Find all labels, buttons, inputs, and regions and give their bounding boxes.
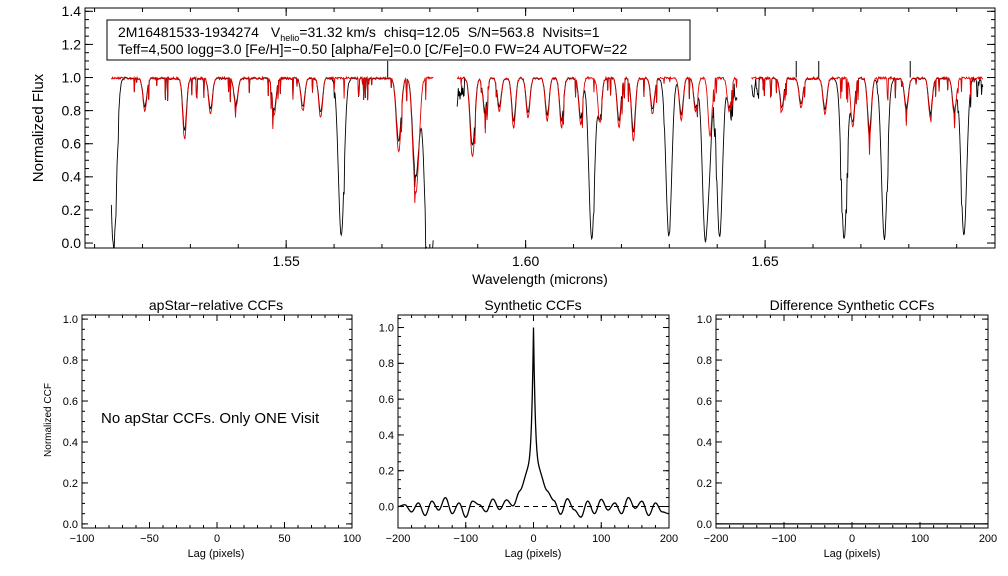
synthetic-spectrum-segment [110,75,434,204]
y-tick-label: 1.4 [62,3,82,19]
x-tick-label: −100 [70,533,95,545]
x-tick-label: 1.60 [512,253,539,269]
y-tick-label: 0.4 [697,437,712,449]
x-tick-label: 200 [660,533,678,545]
apstar-ccf-title: apStar−relative CCFs [149,297,283,313]
x-tick-label: −50 [140,533,159,545]
y-tick-label: 0.6 [697,396,712,408]
y-tick-label: 0.4 [62,169,82,185]
y-tick-label: 0.2 [62,202,82,218]
synthetic-ccf-panel: Synthetic CCFs −200 −100 0 100 200 0.0 0.2 0.4 0… [379,297,678,560]
spectrum-ticks: 1.55 1.60 1.65 0.0 0.2 0.4 0.6 0.8 1.0 1.2 1.4 [62,3,995,269]
synthetic-spectrum-segment [456,75,738,158]
synthetic-ccf-plot [397,327,670,518]
y-tick-label: 0.8 [697,355,712,367]
y-tick-label: 0.0 [697,519,712,531]
synthetic-ccf-xlabel: Lag (pixels) [505,548,562,560]
difference-ccf-xlabel: Lag (pixels) [824,548,881,560]
apstar-ccf-panel: apStar−relative CCFs −100 −50 0 50 100 0.0 0.2… [43,297,361,560]
spectrum-ylabel: Normalized Flux [30,73,47,182]
difference-ccf-title: Difference Synthetic CCFs [770,297,935,313]
vhelio-value: =31.32 km/s [299,24,376,40]
y-tick-label: 1.0 [697,314,712,326]
x-tick-label: −200 [386,533,411,545]
vhelio-prefix: V [271,24,281,40]
info-line-1: 2M16481533-1934274 Vhelio=31.32 km/s chisq… [118,24,600,43]
apstar-ccf-annotation: No apStar CCFs. Only ONE Visit [101,410,320,427]
spectrum-panel: 1.55 1.60 1.65 0.0 0.2 0.4 0.6 0.8 1.0 1.2 1.4 2M1… [30,3,996,287]
y-tick-label: 0.0 [62,235,82,251]
snr-value: S/N=563.8 [468,24,535,40]
synthetic-ccf-ticks: −200 −100 0 100 200 0.0 0.2 0.4 0.6 0.8 1.0 [379,315,678,545]
y-tick-label: 1.0 [379,322,394,334]
apstar-ccf-ylabel: Normalized CCF [43,383,54,457]
y-tick-label: 0.4 [63,437,78,449]
apstar-ccf-xlabel: Lag (pixels) [188,548,245,560]
difference-ccf-ticks: −200 −100 0 100 200 0.0 0.2 0.4 0.6 0.8 1.0 [697,314,997,545]
synthetic-spectrum-segment [751,75,984,155]
x-tick-label: 100 [592,533,610,545]
x-tick-label: 1.65 [751,253,778,269]
info-box [106,19,691,61]
y-tick-label: 1.2 [62,36,82,52]
x-tick-label: 0 [214,533,220,545]
x-tick-label: 100 [343,533,361,545]
synthetic-ccf-title: Synthetic CCFs [484,297,581,313]
x-tick-label: 0 [530,533,536,545]
y-tick-label: 0.2 [379,466,394,478]
x-tick-label: −100 [772,533,797,545]
y-tick-label: 0.6 [63,396,78,408]
x-tick-label: 1.55 [273,253,300,269]
x-tick-label: 100 [911,533,929,545]
synthetic-ccf-line [397,327,670,518]
star-id: 2M16481533-1934274 [118,24,259,40]
y-tick-label: 0.6 [379,394,394,406]
apstar-ccf-ticks: −100 −50 0 50 100 0.0 0.2 0.4 0.6 0.8 1.0 [63,314,361,545]
y-tick-label: 0.2 [697,478,712,490]
x-tick-label: 0 [849,533,855,545]
spectrum-xlabel: Wavelength (microns) [472,271,608,287]
y-tick-label: 1.0 [63,314,78,326]
difference-ccf-panel: Difference Synthetic CCFs −200 −100 0 100 20… [697,297,997,560]
spectrum-axes-frame [84,7,996,249]
info-line-2: Teff=4,500 logg=3.0 [Fe/H]=−0.50 [alpha/… [118,41,627,57]
x-tick-label: −200 [704,533,729,545]
x-tick-label: −100 [453,533,478,545]
chisq-value: chisq=12.05 [384,24,460,40]
spectrum-plot-lines [110,60,984,250]
y-tick-label: 0.6 [62,136,82,152]
y-tick-label: 0.4 [379,430,394,442]
x-tick-label: 50 [278,533,290,545]
y-tick-label: 0.8 [63,355,78,367]
nvisits-value: Nvisits=1 [542,24,599,40]
vhelio-subscript: helio [280,33,299,43]
y-tick-label: 0.8 [379,358,394,370]
y-tick-label: 0.0 [63,519,78,531]
y-tick-label: 0.8 [62,103,82,119]
y-tick-label: 0.2 [63,478,78,490]
y-tick-label: 0.0 [379,501,394,513]
x-tick-label: 200 [979,533,997,545]
y-tick-label: 1.0 [62,69,82,85]
